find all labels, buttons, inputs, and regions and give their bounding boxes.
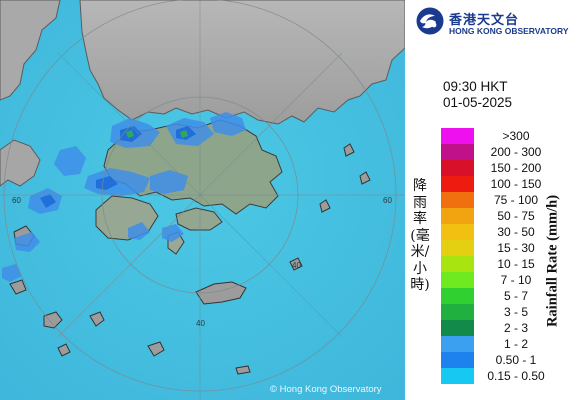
legend-swatch — [441, 336, 474, 352]
legend-title-en: Rainfall Rate (mm/h) — [544, 194, 561, 328]
legend-swatch — [441, 176, 474, 192]
legend-row: 50 - 75 — [441, 208, 577, 224]
legend-swatch — [441, 224, 474, 240]
legend-label: 3 - 5 — [503, 305, 528, 319]
legend-row: 0.15 - 0.50 — [441, 368, 577, 384]
legend-label: >300 — [502, 129, 530, 143]
legend-row: 0.50 - 1 — [441, 352, 577, 368]
legend-row: 100 - 150 — [441, 176, 577, 192]
org-name-cn: 香港天文台 — [449, 13, 520, 28]
legend-row: >300 — [441, 128, 577, 144]
observatory-logo: 香港天文台 HONG KONG OBSERVATORY — [415, 6, 575, 40]
legend-panel: 香港天文台 HONG KONG OBSERVATORY 09:30 HKT 01… — [405, 0, 577, 400]
legend-row: 3 - 5 — [441, 304, 577, 320]
west-coast-landmass — [0, 139, 41, 187]
legend-row: 10 - 15 — [441, 256, 577, 272]
legend-swatch — [441, 368, 474, 384]
legend-swatch — [441, 272, 474, 288]
legend-swatch — [441, 144, 474, 160]
legend-swatch — [441, 160, 474, 176]
legend-swatch — [441, 288, 474, 304]
legend-label: 150 - 200 — [490, 161, 542, 175]
observation-date: 01-05-2025 — [443, 95, 513, 110]
legend-label: 1 - 2 — [503, 337, 528, 351]
ring-label-east: 60 — [383, 196, 392, 205]
legend-row: 2 - 3 — [441, 320, 577, 336]
legend-swatch — [441, 256, 474, 272]
legend-row: 200 - 300 — [441, 144, 577, 160]
legend-label: 100 - 150 — [490, 177, 542, 191]
legend-label: 2 - 3 — [503, 321, 528, 335]
radar-map-canvas: 60 60 40 40 — [0, 0, 405, 400]
legend-title-en-wrap: Rainfall Rate (mm/h) — [533, 176, 573, 346]
legend-row: 7 - 10 — [441, 272, 577, 288]
legend-swatch — [441, 208, 474, 224]
legend-swatch — [441, 240, 474, 256]
legend-swatch — [441, 192, 474, 208]
legend-label: 5 - 7 — [503, 289, 528, 303]
legend-row: 15 - 30 — [441, 240, 577, 256]
ring-label-southeast: 40 — [292, 261, 301, 270]
legend-row: 75 - 100 — [441, 192, 577, 208]
legend-swatch — [441, 352, 474, 368]
radar-map: 60 60 40 40 © Hong Kong Observatory — [0, 0, 405, 400]
legend-label: 0.50 - 1 — [495, 353, 537, 367]
rain-echoes — [2, 112, 246, 282]
legend-row: 5 - 7 — [441, 288, 577, 304]
legend-row: 1 - 2 — [441, 336, 577, 352]
legend-label: 0.15 - 0.50 — [487, 369, 545, 383]
range-radials — [0, 0, 405, 400]
legend-row: 150 - 200 — [441, 160, 577, 176]
org-name-en: HONG KONG OBSERVATORY — [449, 26, 569, 36]
legend-title-cn: 降雨率(毫米/小時) — [410, 178, 430, 293]
copyright-notice: © Hong Kong Observatory — [270, 384, 382, 395]
legend-label: 10 - 15 — [497, 257, 535, 271]
ring-label-south: 40 — [196, 319, 205, 328]
hong-kong-island — [175, 207, 223, 231]
legend-swatch — [441, 320, 474, 336]
legend-swatch — [441, 128, 474, 144]
legend-swatch — [441, 304, 474, 320]
rainfall-legend: >300 200 - 300 150 - 200 100 - 150 75 - 100 5… — [441, 128, 577, 384]
west-landmass — [0, 0, 61, 101]
rain-core-echoes — [126, 130, 188, 138]
observatory-logo-icon — [416, 7, 444, 35]
legend-label: 30 - 50 — [497, 225, 535, 239]
observation-time: 09:30 HKT — [443, 79, 508, 94]
legend-label: 75 - 100 — [493, 193, 539, 207]
legend-label: 200 - 300 — [490, 145, 542, 159]
legend-label: 15 - 30 — [497, 241, 535, 255]
legend-row: 30 - 50 — [441, 224, 577, 240]
mainland-landmass — [79, 0, 405, 125]
legend-label: 50 - 75 — [497, 209, 535, 223]
ring-label-west: 60 — [12, 196, 21, 205]
legend-label: 7 - 10 — [500, 273, 532, 287]
